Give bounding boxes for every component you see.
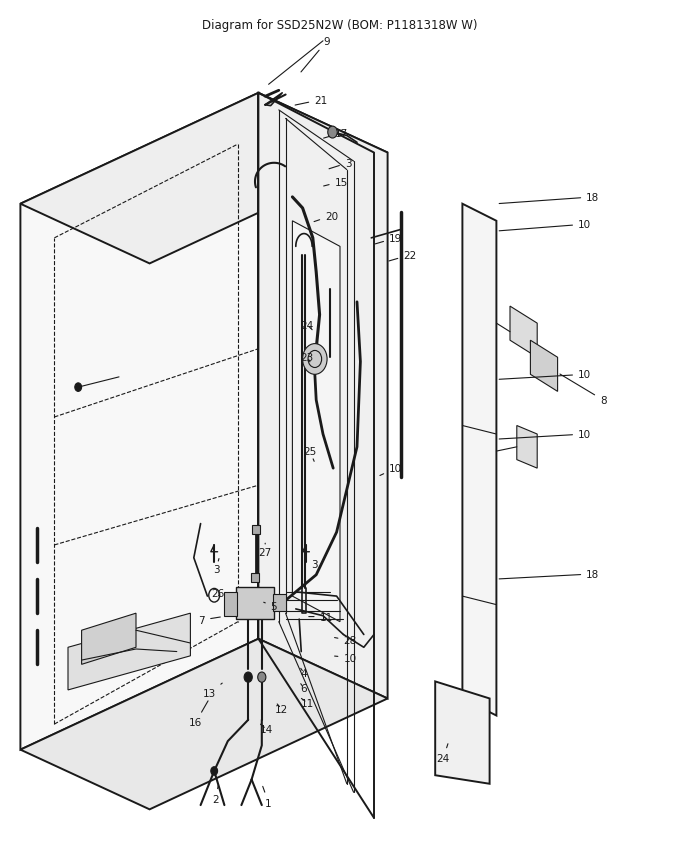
Text: 3: 3 (305, 559, 318, 569)
Text: 20: 20 (314, 211, 338, 222)
Circle shape (244, 672, 252, 682)
Text: 21: 21 (295, 95, 327, 106)
Text: 18: 18 (499, 569, 599, 579)
Polygon shape (20, 94, 388, 264)
Text: 3: 3 (329, 158, 352, 170)
Text: 14: 14 (260, 724, 273, 734)
Text: 19: 19 (375, 233, 402, 245)
Text: 9: 9 (301, 37, 330, 72)
Bar (224, 592, 237, 616)
Polygon shape (510, 307, 537, 358)
Bar (251, 573, 259, 582)
Text: 13: 13 (203, 683, 222, 699)
Text: 10: 10 (499, 429, 591, 440)
Text: 24: 24 (437, 744, 449, 763)
Polygon shape (462, 204, 496, 716)
Text: 7: 7 (199, 615, 220, 625)
Text: 16: 16 (189, 701, 208, 728)
Text: 11: 11 (301, 698, 313, 708)
Polygon shape (258, 94, 388, 699)
Text: 10: 10 (499, 370, 591, 380)
Text: 27: 27 (258, 544, 271, 557)
Polygon shape (517, 426, 537, 469)
Text: 28: 28 (335, 636, 356, 646)
Polygon shape (82, 613, 136, 665)
Circle shape (303, 344, 327, 375)
Bar (273, 594, 286, 611)
Text: 25: 25 (303, 446, 316, 462)
Text: 22: 22 (389, 250, 416, 262)
Polygon shape (435, 682, 490, 784)
Circle shape (75, 383, 82, 392)
Circle shape (258, 672, 266, 682)
Polygon shape (20, 639, 388, 809)
Polygon shape (20, 94, 258, 750)
Text: Diagram for SSD25N2W (BOM: P1181318W W): Diagram for SSD25N2W (BOM: P1181318W W) (202, 19, 478, 32)
Polygon shape (530, 341, 558, 392)
Text: 6: 6 (301, 683, 307, 694)
Text: 8: 8 (560, 375, 607, 406)
Polygon shape (68, 613, 190, 690)
Text: 1: 1 (262, 786, 272, 808)
Circle shape (328, 127, 337, 139)
Text: 10: 10 (335, 653, 356, 663)
Bar (252, 526, 260, 534)
Text: 11: 11 (309, 612, 333, 622)
Text: 2: 2 (212, 785, 219, 804)
Polygon shape (292, 222, 340, 622)
Text: 17: 17 (324, 129, 347, 139)
Text: 10: 10 (380, 463, 402, 476)
Text: 23: 23 (301, 353, 313, 363)
Text: 12: 12 (275, 704, 288, 714)
Circle shape (211, 767, 218, 775)
Text: 26: 26 (211, 588, 224, 598)
Text: 15: 15 (324, 177, 347, 187)
Text: 4: 4 (301, 668, 307, 678)
Bar (236, 587, 274, 619)
Text: 24: 24 (301, 320, 313, 331)
Text: 10: 10 (499, 220, 591, 232)
Text: 18: 18 (499, 193, 599, 204)
Text: 3: 3 (213, 559, 220, 574)
Text: 5: 5 (264, 602, 277, 612)
